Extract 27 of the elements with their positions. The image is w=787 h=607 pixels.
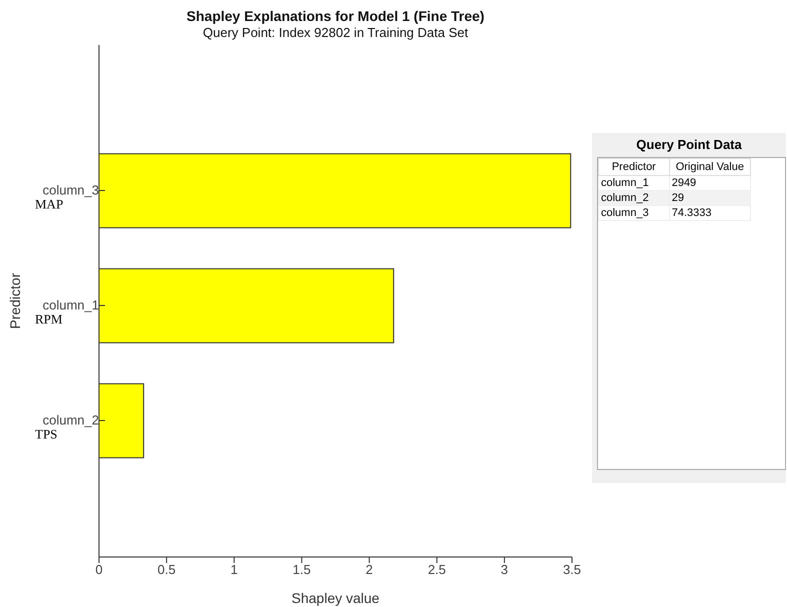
text: 29 xyxy=(669,190,750,206)
text: Query Point Data xyxy=(635,136,743,154)
x-tick-label: 2 xyxy=(366,562,373,578)
text: column_2 xyxy=(598,190,670,206)
category-label: Original Value xyxy=(669,158,750,176)
chart-title: Shapley Explanations for Model 1 (Fine Tree) xyxy=(186,8,486,24)
x-tick-label: 3.5 xyxy=(562,562,582,578)
x-tick-label: 3 xyxy=(500,562,508,578)
x-tick-label: 2.5 xyxy=(428,562,446,578)
text: column_3 xyxy=(598,206,670,220)
y-axis-title: Predictor xyxy=(6,272,23,330)
text: column_1 xyxy=(598,176,670,190)
y-tick-label: column_2 xyxy=(42,412,99,428)
category-label: Predictor xyxy=(598,158,670,176)
text: TPS xyxy=(35,426,58,442)
x-tick-label: 0 xyxy=(95,562,103,578)
text: 2949 xyxy=(669,176,750,190)
x-tick-label: 0.5 xyxy=(158,562,176,578)
x-tick-label: 1.5 xyxy=(292,562,311,578)
y-tick-label: column_3 xyxy=(42,182,99,198)
y-tick-label: column_1 xyxy=(42,298,99,312)
text: MAP xyxy=(35,196,64,212)
text: 74.3333 xyxy=(669,206,750,220)
x-axis-title: Shapley value xyxy=(292,590,380,606)
chart-subtitle: Query Point: Index 92802 in Training Data Set xyxy=(202,25,470,40)
x-tick-label: 1 xyxy=(230,562,238,578)
text: RPM xyxy=(35,312,63,326)
